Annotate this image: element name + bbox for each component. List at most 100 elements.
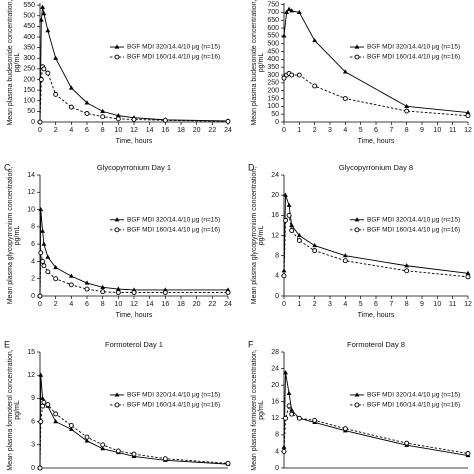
- data-point: [281, 273, 287, 279]
- data-point: [45, 402, 51, 408]
- y-tick-label: 12: [271, 232, 279, 239]
- series-line: [39, 65, 229, 123]
- data-point: [115, 448, 121, 454]
- y-tick-label: 12: [271, 415, 279, 422]
- chart-title: Glycopyrronium Day 8: [339, 163, 413, 172]
- data-point: [68, 282, 74, 288]
- data-point: [289, 411, 295, 417]
- y-tick-label: 300: [23, 55, 35, 62]
- legend-marker: [354, 54, 360, 60]
- data-point: [281, 75, 287, 81]
- x-tick-label: 8: [101, 127, 105, 134]
- legend-marker: [114, 217, 120, 222]
- data-point: [40, 403, 46, 409]
- y-tick-label: 100: [267, 103, 279, 110]
- x-tick-label: 6: [85, 127, 89, 134]
- data-point: [45, 269, 51, 275]
- data-point: [465, 113, 471, 119]
- legend-marker: [114, 54, 120, 60]
- data-point: [342, 69, 348, 74]
- data-point: [53, 276, 59, 282]
- y-axis-label: Mean plasma budesonide concentration,: [251, 0, 258, 126]
- chart-title: Formoterol Day 8: [347, 340, 405, 349]
- x-tick-label: 2: [313, 301, 317, 308]
- series-line: [283, 372, 469, 457]
- series-line: [39, 7, 229, 123]
- data-point: [100, 108, 106, 113]
- y-tick-label: 0: [31, 293, 35, 300]
- x-tick-label: 14: [146, 301, 154, 308]
- y-axis-label: pg/mL: [258, 226, 265, 246]
- y-tick-label: 10: [27, 206, 35, 213]
- data-point: [38, 250, 44, 256]
- data-point: [225, 290, 231, 295]
- data-point: [283, 415, 288, 421]
- data-point: [115, 290, 121, 295]
- data-point: [84, 111, 90, 116]
- x-axis-label: Time, hours: [358, 138, 395, 145]
- y-axis-label: pg/mL: [14, 226, 21, 246]
- data-point: [45, 28, 51, 33]
- y-tick-label: 6: [31, 418, 35, 425]
- data-point: [404, 108, 410, 114]
- legend-label: BGF MDI 320/14.4/10 μg (n=15): [367, 44, 460, 51]
- data-point: [289, 228, 295, 233]
- x-tick-label: 12: [464, 301, 472, 308]
- data-point: [312, 248, 318, 254]
- x-tick-label: 22: [208, 301, 216, 308]
- x-tick-label: 2: [54, 127, 58, 134]
- legend-label: BGF MDI 160/14.4/10 μg (n=16): [367, 54, 460, 61]
- data-point: [41, 399, 47, 405]
- x-tick-label: 7: [389, 301, 393, 308]
- legend-label: BGF MDI 160/14.4/10 μg (n=16): [367, 226, 460, 233]
- y-tick-label: 0: [275, 119, 279, 126]
- y-tick-label: 300: [267, 72, 279, 79]
- y-tick-label: 350: [267, 64, 279, 71]
- data-point: [40, 228, 45, 233]
- y-tick-label: 20: [271, 192, 279, 199]
- data-point: [283, 370, 288, 375]
- y-tick-label: 600: [267, 25, 279, 32]
- data-point: [37, 119, 43, 125]
- legend-marker: [114, 392, 120, 397]
- data-point: [38, 372, 44, 377]
- data-point: [296, 9, 302, 14]
- data-point: [312, 37, 318, 43]
- data-point: [41, 263, 47, 269]
- x-tick-label: 9: [420, 301, 424, 308]
- panel-letter: D: [248, 162, 255, 172]
- legend-marker: [354, 227, 360, 233]
- data-point: [465, 274, 471, 280]
- data-point: [40, 258, 46, 264]
- legend-label: BGF MDI 160/14.4/10 μg (n=16): [127, 402, 220, 409]
- legend-marker: [354, 217, 360, 222]
- legend-label: BGF MDI 320/14.4/10 μg (n=15): [367, 216, 460, 223]
- data-point: [465, 270, 471, 275]
- data-point: [100, 289, 106, 295]
- data-point: [100, 284, 106, 289]
- y-tick-label: 250: [23, 66, 35, 73]
- y-tick-label: 9: [31, 395, 35, 402]
- legend-label: BGF MDI 160/14.4/10 μg (n=16): [127, 54, 220, 61]
- data-point: [53, 55, 59, 60]
- x-tick-label: 6: [85, 301, 89, 308]
- legend-marker: [114, 227, 120, 233]
- y-tick-label: 14: [27, 172, 35, 179]
- x-tick-label: 9: [420, 127, 424, 134]
- data-point: [283, 192, 288, 197]
- data-point: [68, 426, 74, 431]
- y-axis-label: pg/mL: [258, 53, 265, 73]
- y-tick-label: 100: [23, 98, 35, 105]
- x-tick-label: 10: [114, 301, 122, 308]
- series-line: [283, 214, 469, 278]
- y-tick-label: 8: [275, 432, 279, 439]
- legend-marker: [354, 44, 360, 49]
- y-axis-label: Mean plasma formoterol concentration,: [251, 349, 258, 470]
- y-axis-label: Mean plasma formoterol concentration,: [7, 349, 14, 470]
- series-line: [283, 404, 469, 454]
- y-tick-label: 20: [271, 382, 279, 389]
- x-tick-label: 3: [328, 301, 332, 308]
- legend-marker: [354, 402, 360, 408]
- data-point: [296, 232, 302, 238]
